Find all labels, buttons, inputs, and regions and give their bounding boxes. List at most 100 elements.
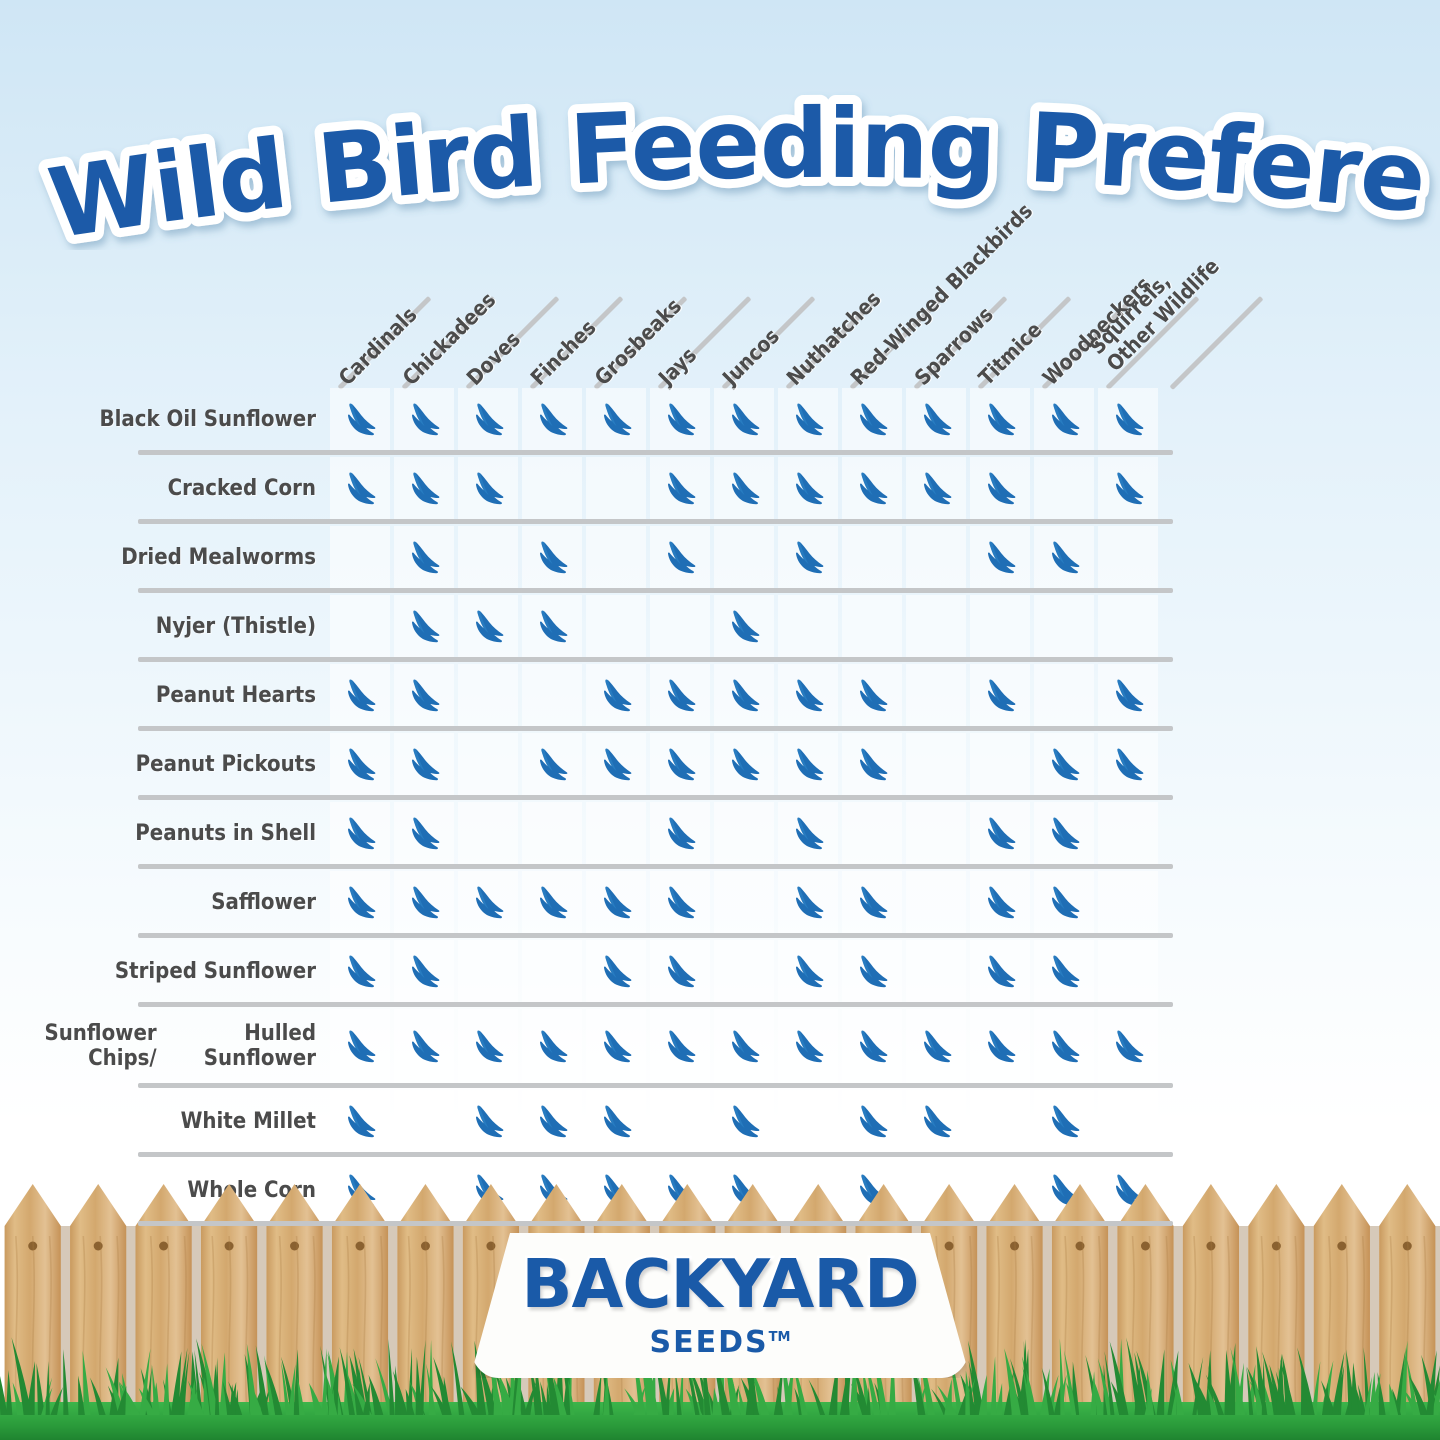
cell-empty[interactable] bbox=[1098, 871, 1158, 935]
cell-marked[interactable] bbox=[778, 940, 838, 1004]
cell-marked[interactable] bbox=[714, 457, 774, 521]
cell-marked[interactable] bbox=[586, 733, 646, 797]
cell-marked[interactable] bbox=[714, 1090, 774, 1154]
cell-marked[interactable] bbox=[970, 940, 1030, 1004]
cell-empty[interactable] bbox=[714, 871, 774, 935]
cell-empty[interactable] bbox=[842, 802, 902, 866]
cell-empty[interactable] bbox=[522, 802, 582, 866]
cell-empty[interactable] bbox=[586, 595, 646, 659]
cell-marked[interactable] bbox=[714, 595, 774, 659]
cell-marked[interactable] bbox=[458, 595, 518, 659]
cell-marked[interactable] bbox=[778, 457, 838, 521]
cell-empty[interactable] bbox=[330, 526, 390, 590]
cell-marked[interactable] bbox=[778, 1009, 838, 1085]
cell-empty[interactable] bbox=[522, 457, 582, 521]
cell-marked[interactable] bbox=[842, 733, 902, 797]
cell-empty[interactable] bbox=[970, 733, 1030, 797]
cell-marked[interactable] bbox=[1098, 1009, 1158, 1085]
cell-marked[interactable] bbox=[1034, 1009, 1094, 1085]
cell-empty[interactable] bbox=[778, 595, 838, 659]
cell-empty[interactable] bbox=[906, 871, 966, 935]
cell-marked[interactable] bbox=[842, 1009, 902, 1085]
cell-empty[interactable] bbox=[906, 664, 966, 728]
cell-empty[interactable] bbox=[586, 802, 646, 866]
cell-empty[interactable] bbox=[650, 595, 710, 659]
cell-marked[interactable] bbox=[394, 733, 454, 797]
cell-marked[interactable] bbox=[330, 940, 390, 1004]
cell-empty[interactable] bbox=[906, 733, 966, 797]
cell-empty[interactable] bbox=[714, 940, 774, 1004]
cell-marked[interactable] bbox=[394, 526, 454, 590]
cell-empty[interactable] bbox=[650, 1090, 710, 1154]
cell-empty[interactable] bbox=[778, 1090, 838, 1154]
cell-empty[interactable] bbox=[458, 733, 518, 797]
cell-marked[interactable] bbox=[970, 1009, 1030, 1085]
cell-marked[interactable] bbox=[1034, 388, 1094, 452]
cell-marked[interactable] bbox=[650, 940, 710, 1004]
cell-marked[interactable] bbox=[650, 1009, 710, 1085]
cell-empty[interactable] bbox=[1034, 664, 1094, 728]
cell-marked[interactable] bbox=[330, 388, 390, 452]
cell-marked[interactable] bbox=[586, 1090, 646, 1154]
cell-marked[interactable] bbox=[650, 802, 710, 866]
cell-empty[interactable] bbox=[586, 457, 646, 521]
cell-marked[interactable] bbox=[842, 871, 902, 935]
cell-marked[interactable] bbox=[458, 1009, 518, 1085]
cell-marked[interactable] bbox=[906, 1090, 966, 1154]
cell-marked[interactable] bbox=[458, 871, 518, 935]
cell-empty[interactable] bbox=[906, 802, 966, 866]
cell-empty[interactable] bbox=[1034, 457, 1094, 521]
cell-marked[interactable] bbox=[522, 388, 582, 452]
cell-marked[interactable] bbox=[650, 457, 710, 521]
cell-marked[interactable] bbox=[1098, 457, 1158, 521]
cell-marked[interactable] bbox=[650, 733, 710, 797]
cell-empty[interactable] bbox=[1098, 595, 1158, 659]
cell-empty[interactable] bbox=[1098, 940, 1158, 1004]
cell-marked[interactable] bbox=[1034, 871, 1094, 935]
cell-marked[interactable] bbox=[778, 802, 838, 866]
cell-marked[interactable] bbox=[330, 1090, 390, 1154]
cell-marked[interactable] bbox=[842, 664, 902, 728]
cell-marked[interactable] bbox=[778, 871, 838, 935]
cell-marked[interactable] bbox=[522, 1090, 582, 1154]
cell-empty[interactable] bbox=[714, 526, 774, 590]
cell-marked[interactable] bbox=[906, 457, 966, 521]
cell-marked[interactable] bbox=[714, 1009, 774, 1085]
cell-marked[interactable] bbox=[394, 1009, 454, 1085]
cell-marked[interactable] bbox=[970, 526, 1030, 590]
cell-marked[interactable] bbox=[458, 388, 518, 452]
cell-marked[interactable] bbox=[1034, 733, 1094, 797]
cell-empty[interactable] bbox=[1034, 595, 1094, 659]
cell-marked[interactable] bbox=[522, 1009, 582, 1085]
cell-marked[interactable] bbox=[586, 940, 646, 1004]
cell-marked[interactable] bbox=[714, 388, 774, 452]
cell-marked[interactable] bbox=[1034, 940, 1094, 1004]
cell-marked[interactable] bbox=[714, 733, 774, 797]
cell-marked[interactable] bbox=[906, 1009, 966, 1085]
cell-empty[interactable] bbox=[522, 940, 582, 1004]
cell-marked[interactable] bbox=[906, 388, 966, 452]
cell-empty[interactable] bbox=[330, 595, 390, 659]
cell-empty[interactable] bbox=[394, 1090, 454, 1154]
cell-marked[interactable] bbox=[778, 388, 838, 452]
cell-marked[interactable] bbox=[1034, 1090, 1094, 1154]
cell-marked[interactable] bbox=[1098, 664, 1158, 728]
cell-empty[interactable] bbox=[842, 526, 902, 590]
cell-marked[interactable] bbox=[1034, 802, 1094, 866]
cell-marked[interactable] bbox=[970, 871, 1030, 935]
cell-marked[interactable] bbox=[522, 733, 582, 797]
cell-marked[interactable] bbox=[842, 1090, 902, 1154]
cell-marked[interactable] bbox=[394, 457, 454, 521]
cell-marked[interactable] bbox=[842, 457, 902, 521]
cell-empty[interactable] bbox=[906, 595, 966, 659]
cell-marked[interactable] bbox=[650, 871, 710, 935]
cell-marked[interactable] bbox=[970, 457, 1030, 521]
cell-empty[interactable] bbox=[1098, 526, 1158, 590]
cell-empty[interactable] bbox=[714, 802, 774, 866]
cell-empty[interactable] bbox=[458, 802, 518, 866]
cell-marked[interactable] bbox=[1098, 733, 1158, 797]
cell-marked[interactable] bbox=[842, 940, 902, 1004]
cell-marked[interactable] bbox=[586, 1009, 646, 1085]
cell-marked[interactable] bbox=[458, 457, 518, 521]
cell-marked[interactable] bbox=[970, 802, 1030, 866]
